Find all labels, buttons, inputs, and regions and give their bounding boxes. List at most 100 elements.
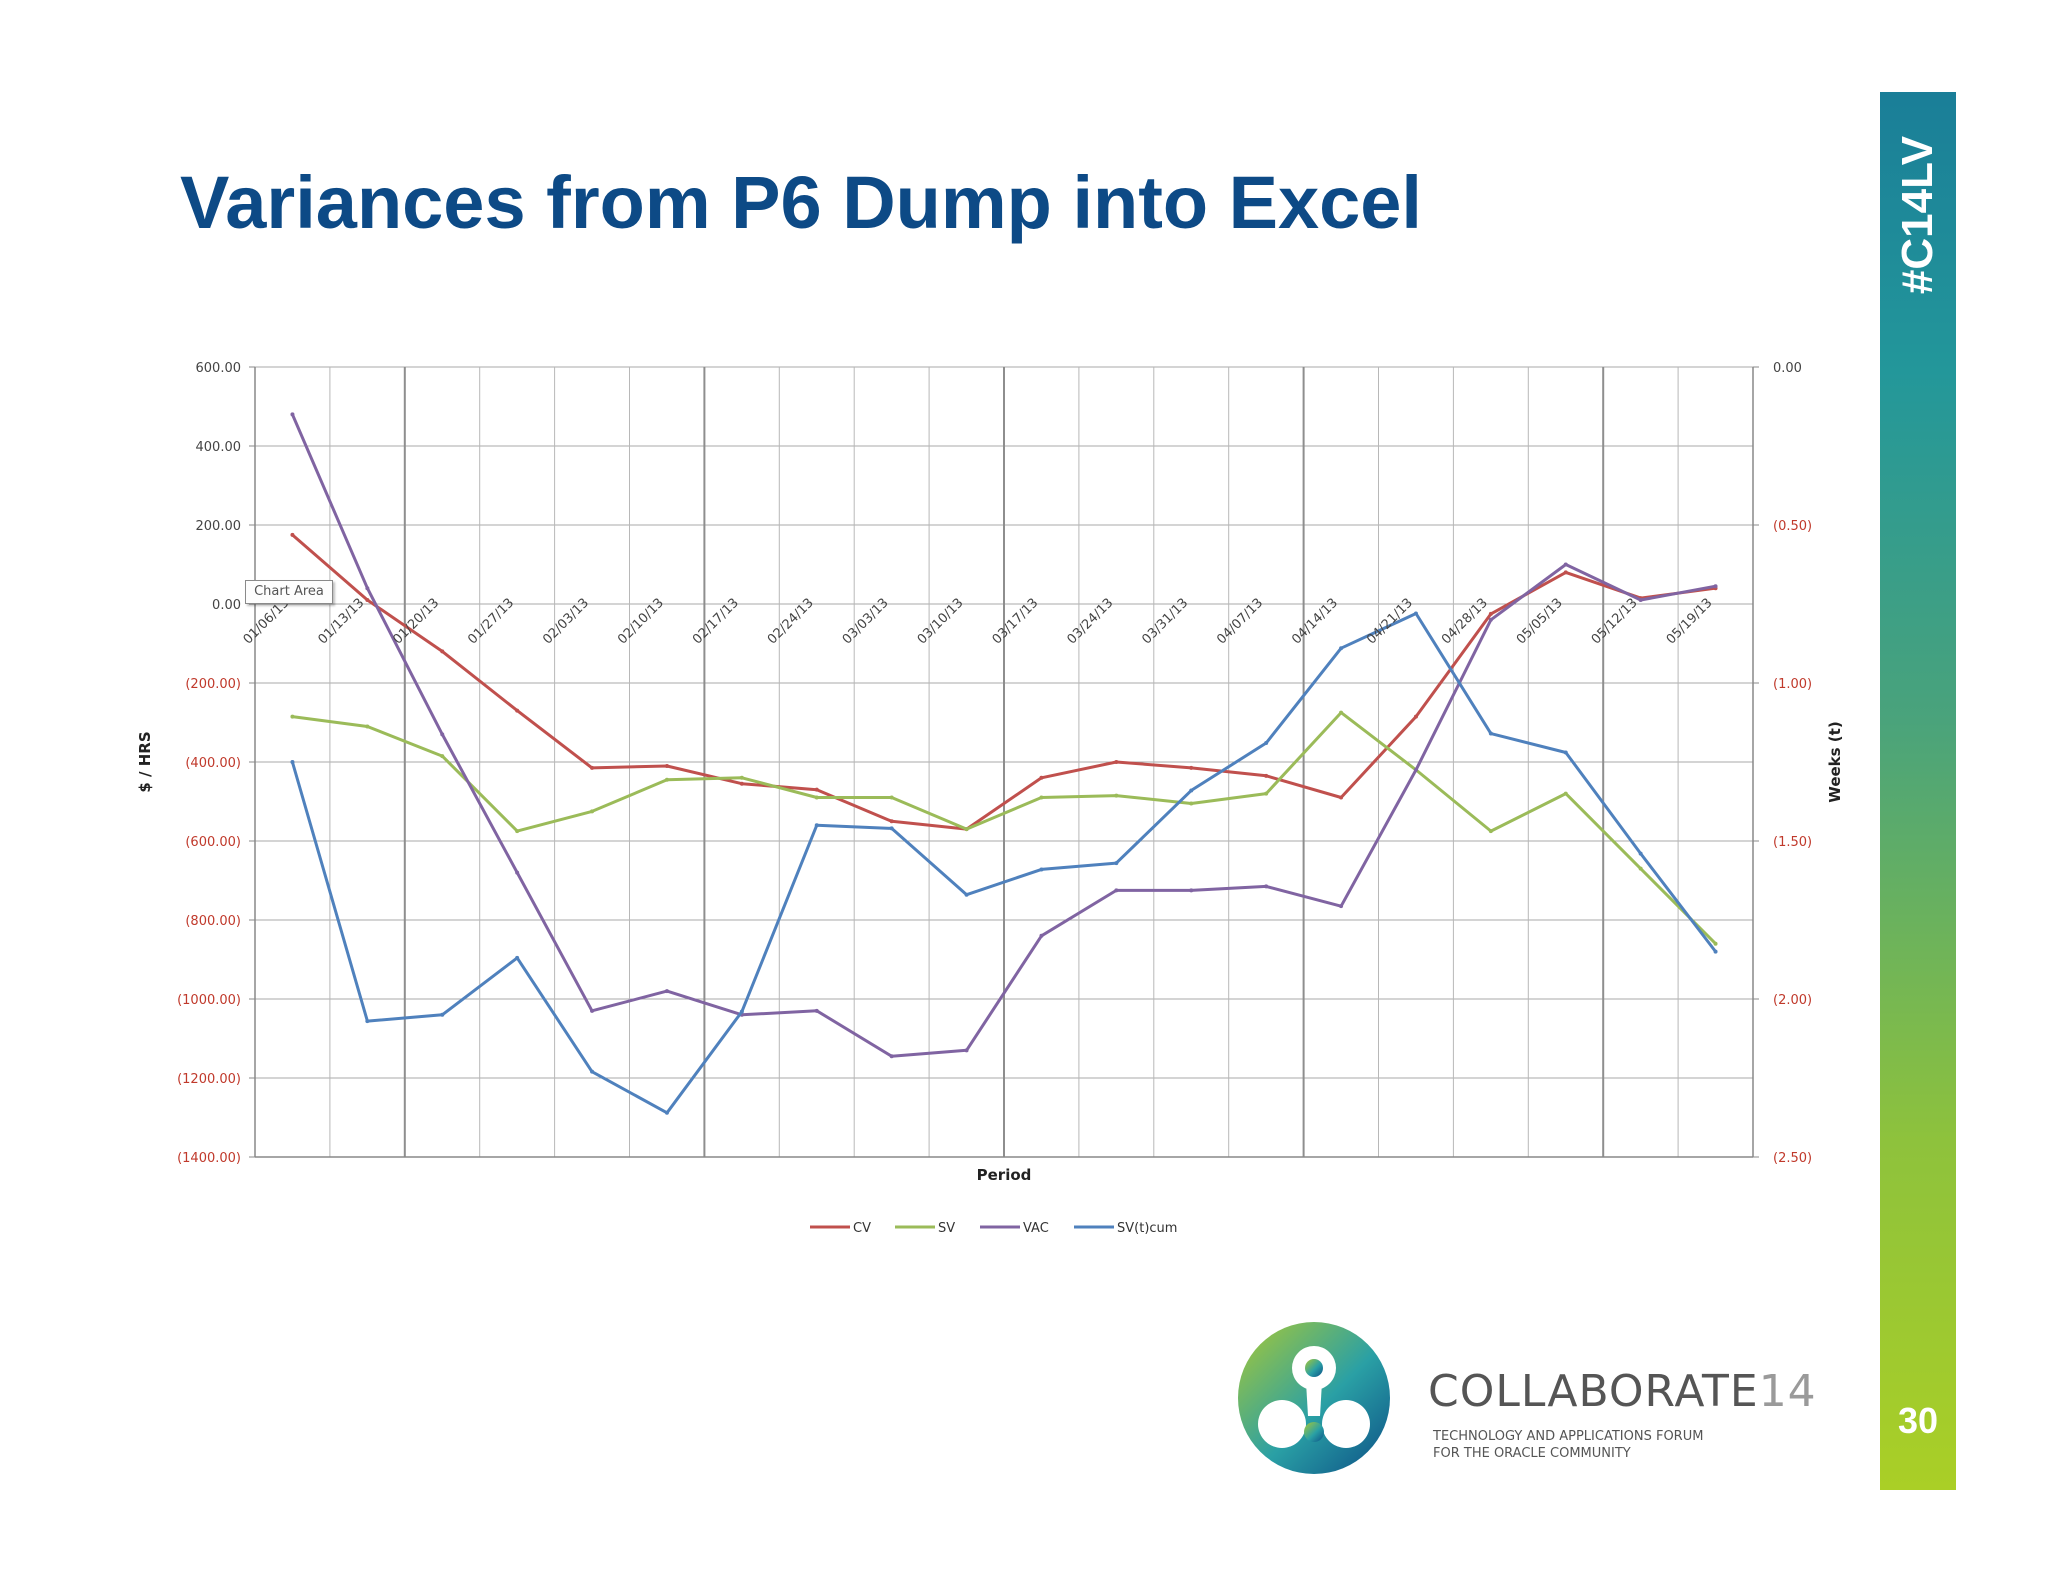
data-point-sv-t-cum[interactable]	[365, 1019, 370, 1024]
data-point-cv[interactable]	[440, 649, 445, 654]
data-point-cv[interactable]	[1339, 795, 1344, 800]
data-point-vac[interactable]	[515, 870, 520, 875]
data-point-sv[interactable]	[440, 754, 445, 759]
data-point-vac[interactable]	[1638, 598, 1643, 603]
x-axis-title: Period	[977, 1166, 1032, 1184]
data-point-sv-t-cum[interactable]	[814, 823, 819, 828]
data-point-cv[interactable]	[814, 787, 819, 792]
data-point-sv[interactable]	[889, 795, 894, 800]
data-point-sv-t-cum[interactable]	[1563, 750, 1568, 755]
data-point-vac[interactable]	[290, 412, 295, 417]
data-point-cv[interactable]	[1563, 570, 1568, 575]
data-point-sv-t-cum[interactable]	[290, 760, 295, 764]
data-point-cv[interactable]	[590, 765, 595, 770]
data-point-vac[interactable]	[1563, 562, 1568, 567]
y2-tick-label: (1.50)	[1773, 835, 1812, 850]
data-point-sv-t-cum[interactable]	[1713, 949, 1718, 954]
series-line-cv[interactable]	[291, 533, 1716, 831]
data-point-vac[interactable]	[964, 1048, 969, 1053]
data-point-vac[interactable]	[1189, 888, 1194, 893]
data-point-sv-t-cum[interactable]	[515, 955, 520, 960]
data-point-sv-t-cum[interactable]	[440, 1012, 445, 1017]
data-point-cv[interactable]	[1264, 773, 1269, 778]
series-line-sv[interactable]	[292, 711, 1717, 945]
data-point-cv[interactable]	[1413, 714, 1418, 719]
data-point-cv[interactable]	[1488, 611, 1493, 616]
data-point-sv[interactable]	[1713, 941, 1718, 946]
data-point-cv[interactable]	[889, 819, 894, 824]
data-point-sv[interactable]	[1039, 795, 1044, 800]
brand-name: COLLABORATE14	[1428, 1366, 1817, 1417]
data-point-vac[interactable]	[1339, 904, 1344, 909]
data-point-cv[interactable]	[1039, 775, 1044, 780]
data-point-vac[interactable]	[1488, 617, 1493, 622]
data-point-sv-t-cum[interactable]	[664, 1110, 669, 1115]
data-point-cv[interactable]	[1114, 760, 1119, 764]
data-point-cv[interactable]	[365, 598, 370, 603]
data-point-cv[interactable]	[664, 763, 669, 768]
y2-tick-label: (1.00)	[1773, 677, 1812, 692]
data-point-cv[interactable]	[1189, 765, 1194, 770]
data-point-sv-t-cum[interactable]	[739, 1009, 744, 1014]
y-tick-label: (400.00)	[185, 756, 241, 771]
data-point-sv[interactable]	[1339, 710, 1344, 715]
data-point-sv[interactable]	[1488, 829, 1493, 834]
data-point-sv[interactable]	[1638, 866, 1643, 871]
data-point-sv[interactable]	[1189, 801, 1194, 806]
data-point-vac[interactable]	[365, 586, 370, 591]
data-point-cv[interactable]	[290, 532, 295, 537]
data-point-sv[interactable]	[365, 724, 370, 729]
data-point-vac[interactable]	[889, 1054, 894, 1059]
data-point-vac[interactable]	[1413, 767, 1418, 772]
data-point-cv[interactable]	[739, 781, 744, 786]
data-point-sv[interactable]	[590, 809, 595, 814]
data-point-vac[interactable]	[1264, 884, 1269, 889]
x-tick-label: 04/14/13	[1289, 596, 1341, 648]
data-point-sv-t-cum[interactable]	[590, 1069, 595, 1074]
chart-axes: 600.00 400.00 200.00 0.00 (200.00) (400.00) (6…	[177, 361, 1812, 1166]
legend-label-sv-t-cum: SV(t)cum	[1117, 1221, 1177, 1236]
data-point-vac[interactable]	[1114, 888, 1119, 893]
data-point-sv-t-cum[interactable]	[1114, 861, 1119, 866]
data-point-vac[interactable]	[590, 1008, 595, 1013]
data-point-sv[interactable]	[1114, 793, 1119, 798]
data-point-vac[interactable]	[814, 1008, 819, 1013]
data-point-vac[interactable]	[1039, 933, 1044, 938]
legend-label-sv: SV	[938, 1221, 955, 1236]
y-tick-label: (1000.00)	[177, 993, 241, 1008]
data-point-sv-t-cum[interactable]	[1488, 731, 1493, 736]
data-point-sv[interactable]	[664, 777, 669, 782]
data-point-sv[interactable]	[814, 795, 819, 800]
y2-tick-label: (2.50)	[1773, 1151, 1812, 1166]
data-point-vac[interactable]	[664, 989, 669, 994]
data-point-sv[interactable]	[1563, 791, 1568, 796]
data-point-sv[interactable]	[515, 829, 520, 834]
data-point-sv-t-cum[interactable]	[1413, 611, 1418, 616]
y-axis-title: $ / HRS	[136, 731, 154, 792]
data-point-sv-t-cum[interactable]	[1264, 741, 1269, 746]
legend-label-cv: CV	[853, 1221, 871, 1236]
x-tick-label: 02/03/13	[540, 596, 592, 648]
series-line-vac[interactable]	[291, 413, 1716, 1058]
data-point-sv-t-cum[interactable]	[1638, 851, 1643, 856]
x-tick-label: 02/17/13	[690, 596, 742, 648]
x-tick-label: 04/07/13	[1214, 596, 1266, 648]
data-point-sv[interactable]	[739, 775, 744, 780]
y-tick-label: (600.00)	[185, 835, 241, 850]
data-point-sv[interactable]	[964, 827, 969, 832]
data-point-sv[interactable]	[1264, 791, 1269, 796]
data-point-sv-t-cum[interactable]	[964, 892, 969, 897]
series-line-sv-t-cum[interactable]	[290, 612, 1717, 1115]
x-tick-label: 04/28/13	[1439, 596, 1491, 648]
data-point-sv-t-cum[interactable]	[1339, 646, 1344, 651]
brand-name-text: COLLABORATE	[1428, 1366, 1759, 1417]
brand-tagline-line1: TECHNOLOGY AND APPLICATIONS FORUM	[1433, 1429, 1704, 1444]
data-point-sv-t-cum[interactable]	[1189, 788, 1194, 793]
data-point-sv-t-cum[interactable]	[889, 826, 894, 831]
data-point-sv[interactable]	[290, 714, 295, 719]
data-point-vac[interactable]	[440, 732, 445, 737]
data-point-sv-t-cum[interactable]	[1039, 867, 1044, 872]
data-point-cv[interactable]	[515, 708, 520, 713]
data-point-vac[interactable]	[1713, 584, 1718, 589]
